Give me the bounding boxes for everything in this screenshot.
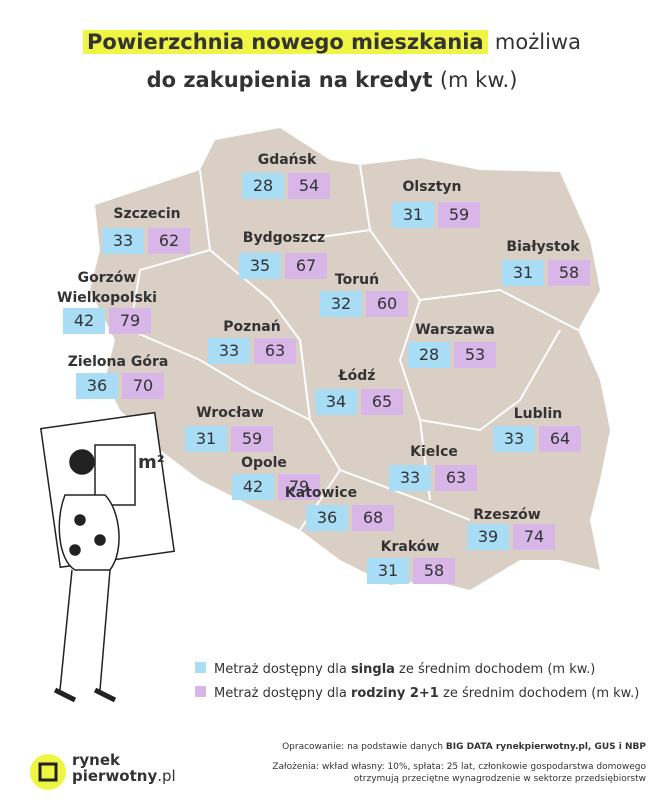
single-value: 34 bbox=[315, 389, 357, 415]
city-name: Lublin bbox=[513, 406, 563, 422]
city-name: Zielona Góra bbox=[67, 354, 169, 370]
family-value: 68 bbox=[352, 505, 394, 531]
legend-swatch bbox=[195, 662, 206, 673]
single-value: 33 bbox=[389, 465, 431, 491]
single-value: 33 bbox=[493, 426, 535, 452]
city-name: Białystok bbox=[506, 239, 580, 255]
single-value: 32 bbox=[320, 291, 362, 317]
city-name: Warszawa bbox=[415, 322, 495, 338]
family-value: 79 bbox=[278, 474, 320, 500]
family-value: 62 bbox=[148, 228, 190, 254]
family-value: 53 bbox=[454, 342, 496, 368]
single-value: 39 bbox=[467, 524, 509, 550]
legend-item: Metraż dostępny dla rodziny 2+1 ze średn… bbox=[195, 686, 639, 701]
border-lines bbox=[128, 164, 579, 531]
single-value: 42 bbox=[232, 474, 274, 500]
single-value: 42 bbox=[63, 308, 105, 334]
legend-text: ze średnim dochodem (m kw.) bbox=[394, 662, 596, 677]
legend-swatch bbox=[195, 686, 206, 697]
family-value: 74 bbox=[513, 524, 555, 550]
source: Opracowanie: na podstawie danych BIG DAT… bbox=[282, 742, 646, 752]
city-name: Toruń bbox=[334, 272, 380, 288]
family-value: 67 bbox=[285, 253, 327, 279]
assumptions-2: otrzymują przeciętne wynagrodzenie w sek… bbox=[353, 774, 646, 784]
legend-text: Metraż dostępny dla bbox=[214, 686, 351, 701]
title-highlight: Powierzchnia nowego mieszkania bbox=[83, 30, 488, 54]
single-value: 28 bbox=[408, 342, 450, 368]
city-name: Kraków bbox=[380, 539, 440, 555]
illustration-label: m² bbox=[138, 452, 165, 473]
title-line2: do zakupienia na kredyt bbox=[146, 68, 433, 92]
legend-text: ze średnim dochodem (m kw.) bbox=[438, 686, 640, 701]
city-name: Gdańsk bbox=[257, 152, 317, 168]
family-value: 64 bbox=[539, 426, 581, 452]
legend-bold: singla bbox=[350, 662, 395, 677]
family-value: 63 bbox=[435, 465, 477, 491]
city-name: Opole bbox=[241, 455, 287, 471]
city-name: Gorzów Wielkopolski bbox=[57, 270, 157, 306]
single-value: 35 bbox=[239, 253, 281, 279]
family-value: 54 bbox=[288, 173, 330, 199]
single-value: 33 bbox=[208, 338, 250, 364]
city-name: Poznań bbox=[223, 319, 281, 335]
single-value: 28 bbox=[242, 173, 284, 199]
city-name: Katowice bbox=[284, 485, 358, 501]
legend-text: Metraż dostępny dla bbox=[214, 662, 351, 677]
logo-line1: rynek bbox=[72, 751, 121, 769]
single-value: 31 bbox=[185, 426, 227, 452]
city-name: Kielce bbox=[410, 444, 458, 460]
legend-item: Metraż dostępny dla singla ze średnim do… bbox=[195, 662, 595, 677]
assumptions-1: Założenia: wkład własny: 10%, spłata: 25… bbox=[272, 762, 646, 772]
city-name: Szczecin bbox=[113, 206, 181, 222]
logo-suffix: .pl bbox=[157, 767, 176, 785]
single-value: 31 bbox=[367, 558, 409, 584]
single-value: 36 bbox=[76, 373, 118, 399]
single-value: 36 bbox=[306, 505, 348, 531]
single-value: 33 bbox=[102, 228, 144, 254]
family-value: 58 bbox=[413, 558, 455, 584]
title-rest: możliwa bbox=[494, 30, 581, 54]
logo-line2: pierwotny bbox=[72, 767, 158, 785]
single-value: 31 bbox=[392, 202, 434, 228]
family-value: 59 bbox=[438, 202, 480, 228]
family-value: 70 bbox=[122, 373, 164, 399]
family-value: 65 bbox=[361, 389, 403, 415]
legend-bold: rodziny 2+1 bbox=[350, 686, 439, 701]
city-name: Łódź bbox=[338, 368, 376, 384]
family-value: 63 bbox=[254, 338, 296, 364]
city-name: Wrocław bbox=[196, 405, 264, 421]
logo-icon bbox=[30, 754, 66, 790]
city-name: Rzeszów bbox=[473, 507, 541, 523]
source-text: Opracowanie: na podstawie danych bbox=[282, 742, 446, 752]
source-bold: BIG DATA rynekpierwotny.pl, GUS i NBP bbox=[445, 742, 646, 752]
title-line-1: Powierzchnia nowego mieszkania możliwa bbox=[0, 30, 664, 54]
single-value: 31 bbox=[502, 260, 544, 286]
city-name: Olsztyn bbox=[402, 179, 462, 195]
logo: rynek pierwotny.pl bbox=[72, 752, 176, 784]
family-value: 60 bbox=[366, 291, 408, 317]
poland-shape bbox=[90, 128, 610, 590]
title-line-2: do zakupienia na kredyt (m kw.) bbox=[0, 68, 664, 92]
title-unit: (m kw.) bbox=[439, 68, 518, 92]
family-value: 59 bbox=[231, 426, 273, 452]
illustration bbox=[39, 411, 176, 703]
family-value: 58 bbox=[548, 260, 590, 286]
family-value: 79 bbox=[109, 308, 151, 334]
city-name: Bydgoszcz bbox=[242, 230, 326, 246]
